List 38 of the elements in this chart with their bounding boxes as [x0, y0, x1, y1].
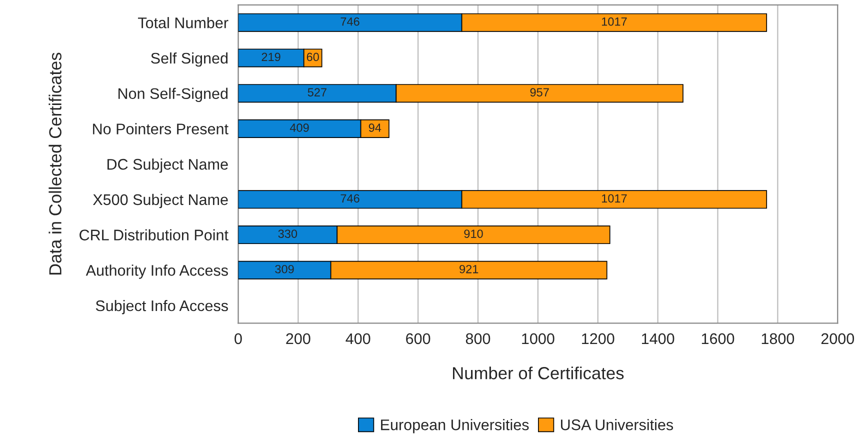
- x-tick-label: 800: [466, 333, 490, 344]
- data-label: 957: [530, 88, 549, 96]
- data-label: 219: [262, 52, 280, 62]
- y-tick-label: DC Subject Name: [107, 158, 228, 173]
- y-tick-label: Self Signed: [151, 52, 228, 67]
- x-axis-title: Number of Certificates: [453, 366, 624, 380]
- data-label: 746: [340, 17, 360, 26]
- data-label: 309: [275, 264, 294, 274]
- x-tick-label: 1800: [762, 333, 794, 344]
- legend-label: European Universities: [381, 419, 529, 434]
- x-tick-label: 0: [234, 333, 242, 344]
- y-tick-label: Total Number: [138, 17, 228, 28]
- data-label: 1017: [602, 194, 627, 203]
- x-tick-label: 1600: [702, 333, 734, 344]
- data-label: 910: [464, 230, 483, 238]
- data-label: 330: [278, 230, 298, 238]
- y-tick-label: Non Self-Signed: [118, 88, 228, 102]
- x-tick-label: 200: [286, 333, 310, 344]
- y-tick-label: Authority Info Access: [86, 264, 228, 279]
- y-tick-label: No Pointers Present: [93, 123, 228, 134]
- y-axis-title: Data in Collected Certificates: [48, 52, 62, 275]
- data-label: 746: [340, 194, 360, 203]
- data-label: 921: [460, 264, 478, 274]
- x-tick-label: 1400: [642, 333, 674, 344]
- data-label: 409: [290, 123, 309, 132]
- data-label: 60: [306, 52, 319, 62]
- data-label: 94: [368, 123, 382, 132]
- legend-label: USA Universities: [560, 419, 674, 430]
- x-tick-label: 400: [346, 333, 370, 344]
- x-tick-label: 2000: [821, 333, 854, 344]
- y-tick-label: CRL Distribution Point: [80, 229, 228, 240]
- x-tick-label: 1200: [582, 333, 614, 344]
- y-tick-label: Subject Info Access: [96, 300, 228, 314]
- data-label: 1017: [602, 17, 627, 26]
- y-tick-label: X500 Subject Name: [92, 194, 228, 208]
- x-tick-label: 1000: [522, 333, 554, 344]
- data-label: 527: [308, 88, 326, 96]
- x-tick-label: 600: [406, 333, 430, 344]
